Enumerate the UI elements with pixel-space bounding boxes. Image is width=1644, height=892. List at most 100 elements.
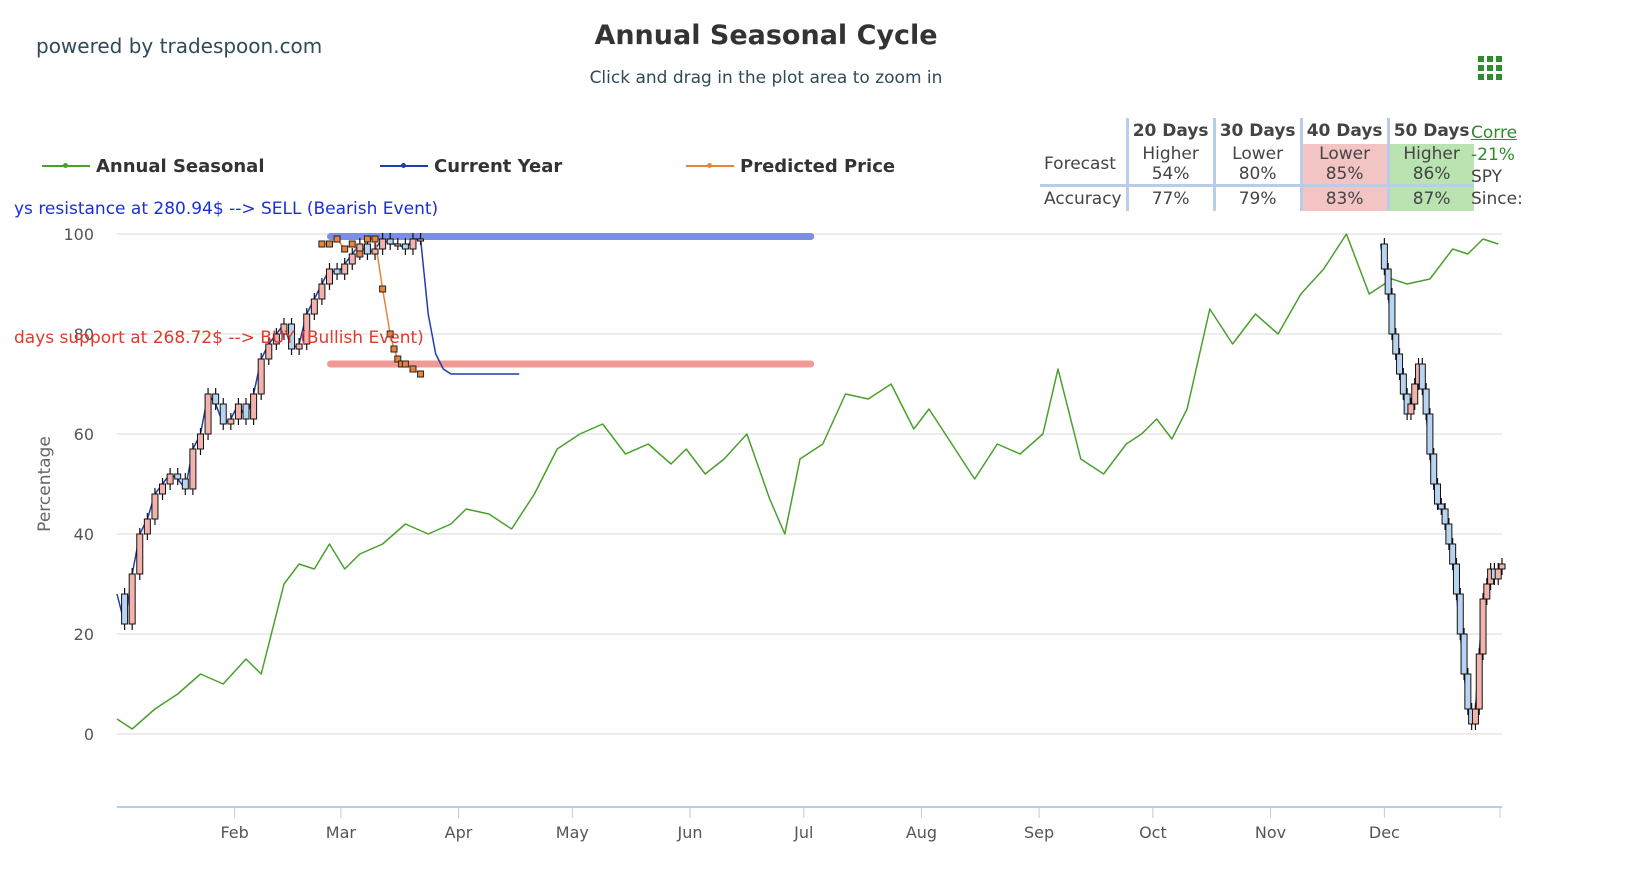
current-year-candle-body — [204, 393, 212, 435]
late-year-candle-body — [1418, 363, 1426, 390]
current-year-candle-body — [257, 358, 265, 395]
correlation-value: -21% — [1471, 145, 1515, 165]
y-tick-label: 20 — [74, 625, 94, 644]
forecast-cell: Lower 80% — [1212, 144, 1302, 186]
late-year-candle-body — [1384, 268, 1392, 295]
resistance-annotation: ys resistance at 280.94$ --> SELL (Beari… — [14, 199, 438, 219]
current-year-candle-body — [394, 243, 402, 247]
late-year-candle-body — [1449, 543, 1457, 565]
x-tick-label: Oct — [1139, 823, 1167, 842]
predicted-price-marker — [318, 240, 326, 248]
legend-label: Current Year — [434, 155, 563, 177]
current-year-candle-body — [325, 268, 333, 285]
y-tick-label: 0 — [84, 725, 94, 744]
predicted-price-marker — [348, 240, 356, 248]
late-year-candle-body — [1392, 333, 1400, 355]
chart-title: Annual Seasonal Cycle — [594, 20, 938, 51]
late-year-candle-body — [1452, 563, 1460, 595]
powered-by-label[interactable]: powered by tradespoon.com — [36, 34, 323, 58]
current-year-candle-body — [295, 343, 303, 350]
legend-item-current-year[interactable]: Current Year — [380, 153, 562, 179]
current-year-candle-body — [159, 483, 167, 495]
predicted-price-marker — [394, 355, 402, 363]
late-year-candle-body — [1464, 673, 1472, 710]
header-40-days: 40 Days — [1299, 118, 1389, 144]
predicted-price-marker — [379, 285, 387, 293]
forecast-header-row: 20 Days 30 Days 40 Days 50 Days — [1040, 118, 1474, 144]
x-tick-label: Feb — [220, 823, 248, 842]
current-year-candle-body — [386, 238, 394, 245]
x-tick-label: Apr — [445, 823, 473, 842]
predicted-price-marker — [325, 240, 333, 248]
current-year-candle-body — [219, 403, 227, 425]
forecast-cell: Higher 54% — [1125, 144, 1215, 186]
current-year-candle-body — [371, 248, 379, 255]
current-year-candle-body — [363, 243, 371, 255]
x-tick-label: May — [556, 823, 589, 842]
late-year-candle-body — [1380, 243, 1388, 270]
predicted-price-marker — [333, 235, 341, 243]
accuracy-cell: 83% — [1299, 184, 1389, 211]
current-year-candle-body — [417, 238, 425, 242]
accuracy-row-label: Accuracy — [1040, 184, 1128, 211]
accuracy-cell: 87% — [1386, 184, 1474, 211]
late-year-candle-body — [1396, 353, 1404, 375]
current-year-candle-body — [143, 518, 151, 535]
grid-menu-icon[interactable] — [1478, 56, 1502, 80]
forecast-cell: Higher 86% — [1386, 144, 1474, 186]
late-year-candle-body — [1460, 633, 1468, 675]
x-tick-label: Jun — [676, 823, 702, 842]
x-tick-label: Jul — [793, 823, 813, 842]
current-year-candle-body — [348, 253, 356, 265]
current-year-candle-body — [234, 403, 242, 420]
current-year-candle-body — [181, 478, 189, 490]
header-20-days: 20 Days — [1125, 118, 1215, 144]
current-year-candle-body — [196, 433, 204, 450]
late-year-candle-body — [1475, 653, 1483, 710]
current-year-candle-body — [121, 593, 129, 625]
current-year-candle-body — [280, 323, 288, 335]
correlation-link[interactable]: Corre — [1471, 123, 1518, 143]
x-tick-label: Nov — [1255, 823, 1286, 842]
legend-label: Annual Seasonal — [96, 155, 265, 177]
current-year-candle-body — [227, 418, 235, 425]
late-year-candle-body — [1407, 403, 1415, 415]
legend-item-annual-seasonal[interactable]: Annual Seasonal — [42, 153, 265, 179]
x-tick-label: Sep — [1024, 823, 1054, 842]
legend-label: Predicted Price — [740, 155, 896, 177]
x-tick-label: Dec — [1369, 823, 1400, 842]
current-year-candle-body — [242, 403, 250, 420]
y-axis-title: Percentage — [35, 436, 55, 532]
late-year-candle-body — [1426, 413, 1434, 455]
chart-subtitle: Click and drag in the plot area to zoom … — [589, 68, 943, 88]
y-tick-label: 60 — [74, 425, 94, 444]
current-year-candle-body — [379, 238, 387, 250]
predicted-price-marker — [390, 345, 398, 353]
current-year-line — [116, 238, 520, 625]
late-year-candle-body — [1456, 593, 1464, 635]
current-year-candle-body — [333, 268, 341, 275]
late-year-candle-body — [1411, 383, 1419, 405]
current-year-candle-body — [401, 243, 409, 250]
legend-item-predicted-price[interactable]: Predicted Price — [686, 153, 895, 179]
current-year-candle-body — [341, 263, 349, 275]
x-tick-label: Mar — [326, 823, 357, 842]
late-year-candle-body — [1430, 453, 1438, 485]
late-year-candle-body — [1388, 293, 1396, 335]
late-year-candle-body — [1498, 563, 1506, 570]
predicted-price-marker — [363, 235, 371, 243]
late-year-candle-body — [1471, 708, 1479, 725]
forecast-row-label: Forecast — [1044, 154, 1116, 174]
current-year-candle-body — [250, 393, 258, 420]
late-year-candle-body — [1433, 483, 1441, 505]
x-tick-label: Aug — [906, 823, 937, 842]
current-year-candle-body — [189, 448, 197, 490]
predicted-price-line — [321, 238, 422, 375]
forecast-table: 20 Days 30 Days 40 Days 50 Days Forecast… — [1040, 118, 1474, 211]
forecast-cell: Lower 85% — [1299, 144, 1389, 186]
predicted-price-marker — [341, 245, 349, 253]
correlation-since: Since: — [1471, 189, 1523, 209]
late-year-candle-body — [1441, 508, 1449, 525]
forecast-row: Forecast Higher 54% Lower 80% Lower 85% … — [1040, 144, 1474, 186]
